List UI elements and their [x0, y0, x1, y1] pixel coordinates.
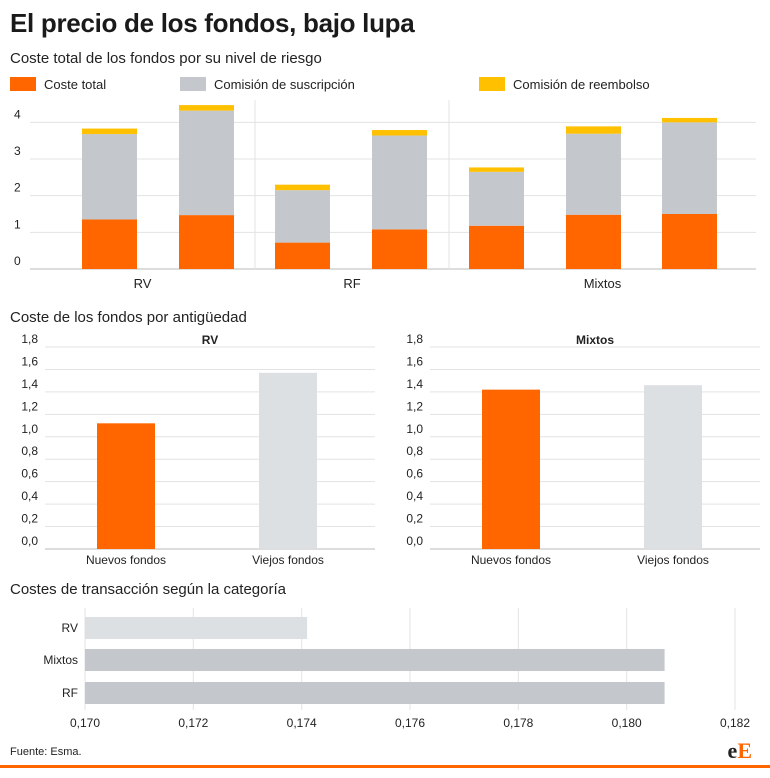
bar	[85, 617, 308, 639]
section-title-transaction: Costes de transacción según la categoría	[10, 581, 286, 598]
age-rv-bar-chart: RV 0,0 0,2 0,4 0,6 0,8 1,0 1,2 1,4 1,6 1,8 Nuevos f…	[21, 332, 375, 567]
bar-segment	[662, 214, 717, 269]
logo-letter: E	[737, 738, 752, 763]
bar-segment	[469, 225, 524, 269]
y-tick-label: RV	[62, 621, 78, 635]
bar-segment	[662, 117, 717, 123]
y-tick-label: 0,6	[21, 467, 38, 481]
footer-rule	[0, 765, 770, 768]
section-title-age: Coste de los fondos por antigüedad	[10, 309, 247, 326]
transaction-cost-bar-chart: 0,170 0,172 0,174 0,176 0,178 0,180 0,182 RV Mix…	[43, 608, 750, 730]
x-tick-label: Viejos fondos	[637, 553, 709, 567]
y-tick-label: 0,0	[21, 534, 38, 548]
group-label: RV	[134, 276, 152, 291]
y-tick-label: 1,4	[406, 377, 423, 391]
y-tick-label: 1	[14, 217, 21, 231]
section-title-risk: Coste total de los fondos por su nivel d…	[10, 50, 322, 67]
y-tick-label: 0,2	[21, 512, 38, 526]
y-tick-label: 0,4	[406, 489, 423, 503]
legend-item-subscription: Comisión de suscripción	[180, 76, 355, 92]
legend-swatch-total	[10, 77, 36, 91]
bar	[644, 385, 702, 549]
y-tick-label: 1,4	[21, 377, 38, 391]
legend-swatch-redemption	[479, 77, 505, 91]
bar	[85, 649, 665, 671]
chart-title: Mixtos	[576, 333, 614, 347]
bar-segment	[179, 105, 234, 111]
page-title: El precio de los fondos, bajo lupa	[10, 8, 415, 38]
y-tick-label: 0,4	[21, 489, 38, 503]
bar	[259, 372, 317, 549]
y-tick-label: 1,2	[21, 399, 38, 413]
x-tick-label: Nuevos fondos	[86, 553, 166, 567]
x-tick-label: 0,178	[503, 716, 533, 730]
bar-segment	[82, 128, 137, 135]
x-tick-label: 0,172	[178, 716, 208, 730]
bar-segment	[275, 190, 330, 243]
bar	[482, 389, 540, 549]
y-tick-label: RF	[62, 686, 78, 700]
x-tick-label: 0,174	[287, 716, 317, 730]
bar-segment	[82, 134, 137, 220]
age-mixtos-bar-chart: Mixtos 0,0 0,2 0,4 0,6 0,8 1,0 1,2 1,4 1,6 1,8 Nuev…	[406, 332, 760, 567]
y-tick-label: 0,2	[406, 512, 423, 526]
y-tick-label: 1,0	[406, 422, 423, 436]
legend-item-redemption: Comisión de reembolso	[479, 76, 650, 92]
x-tick-label: 0,180	[612, 716, 642, 730]
chart-title: RV	[202, 333, 218, 347]
risk-stacked-bar-chart: 0 1 2 3 4 RV RF Mixtos	[14, 100, 756, 291]
group-label: RF	[343, 276, 360, 291]
x-tick-label: Viejos fondos	[252, 553, 324, 567]
bar-segment	[275, 242, 330, 269]
bar-segment	[275, 184, 330, 191]
x-tick-label: 0,182	[720, 716, 750, 730]
bar	[85, 682, 665, 704]
y-tick-label: 0,6	[406, 467, 423, 481]
y-tick-label: 0,0	[406, 534, 423, 548]
legend-swatch-subscription	[180, 77, 206, 91]
bar-segment	[179, 215, 234, 269]
logo-letter: e	[727, 738, 738, 763]
legend-item-total: Coste total	[10, 76, 106, 92]
x-tick-label: Nuevos fondos	[471, 553, 551, 567]
x-tick-label: 0,176	[395, 716, 425, 730]
y-tick-label: 1,8	[21, 332, 38, 346]
legend-label: Coste total	[44, 76, 107, 92]
y-tick-label: 1,8	[406, 332, 423, 346]
bar-segment	[372, 130, 427, 136]
y-tick-label: Mixtos	[43, 653, 78, 667]
y-tick-label: 2	[14, 181, 21, 195]
bar-segment	[179, 110, 234, 216]
bar-segment	[82, 219, 137, 269]
y-tick-label: 1,2	[406, 399, 423, 413]
y-tick-label: 0,8	[406, 444, 423, 458]
bar-segment	[469, 171, 524, 226]
bar-segment	[662, 122, 717, 214]
bar-segment	[372, 135, 427, 230]
bar-segment	[566, 214, 621, 269]
bar-segment	[469, 167, 524, 172]
group-label: Mixtos	[584, 276, 622, 291]
y-tick-label: 4	[14, 107, 21, 121]
y-tick-label: 0	[14, 254, 21, 268]
eleconomista-logo: eE	[728, 738, 752, 764]
y-tick-label: 3	[14, 144, 21, 158]
source-note: Fuente: Esma.	[10, 746, 82, 758]
bar-segment	[566, 126, 621, 134]
y-tick-label: 1,6	[21, 354, 38, 368]
x-tick-label: 0,170	[70, 716, 100, 730]
legend-label: Comisión de reembolso	[513, 76, 650, 92]
y-tick-label: 1,0	[21, 422, 38, 436]
legend-label: Comisión de suscripción	[214, 76, 355, 92]
y-tick-label: 0,8	[21, 444, 38, 458]
bar	[97, 423, 155, 549]
bar-segment	[566, 133, 621, 215]
bar-segment	[372, 229, 427, 269]
y-tick-label: 1,6	[406, 354, 423, 368]
